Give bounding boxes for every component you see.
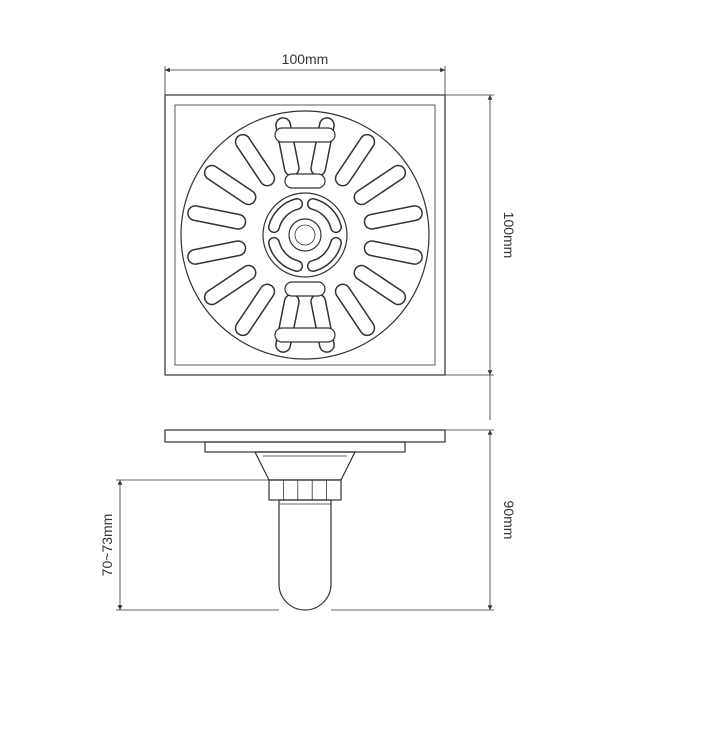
technical-drawing: 100mm 100mm 90mm 70~73mm: [0, 0, 725, 741]
side-view: [165, 430, 445, 610]
top-view: [165, 95, 445, 375]
dim-label-width: 100mm: [282, 51, 329, 67]
dim-label-side-trap: 70~73mm: [99, 514, 115, 577]
dim-label-side-total: 90mm: [501, 501, 517, 540]
dim-label-height: 100mm: [501, 212, 517, 259]
